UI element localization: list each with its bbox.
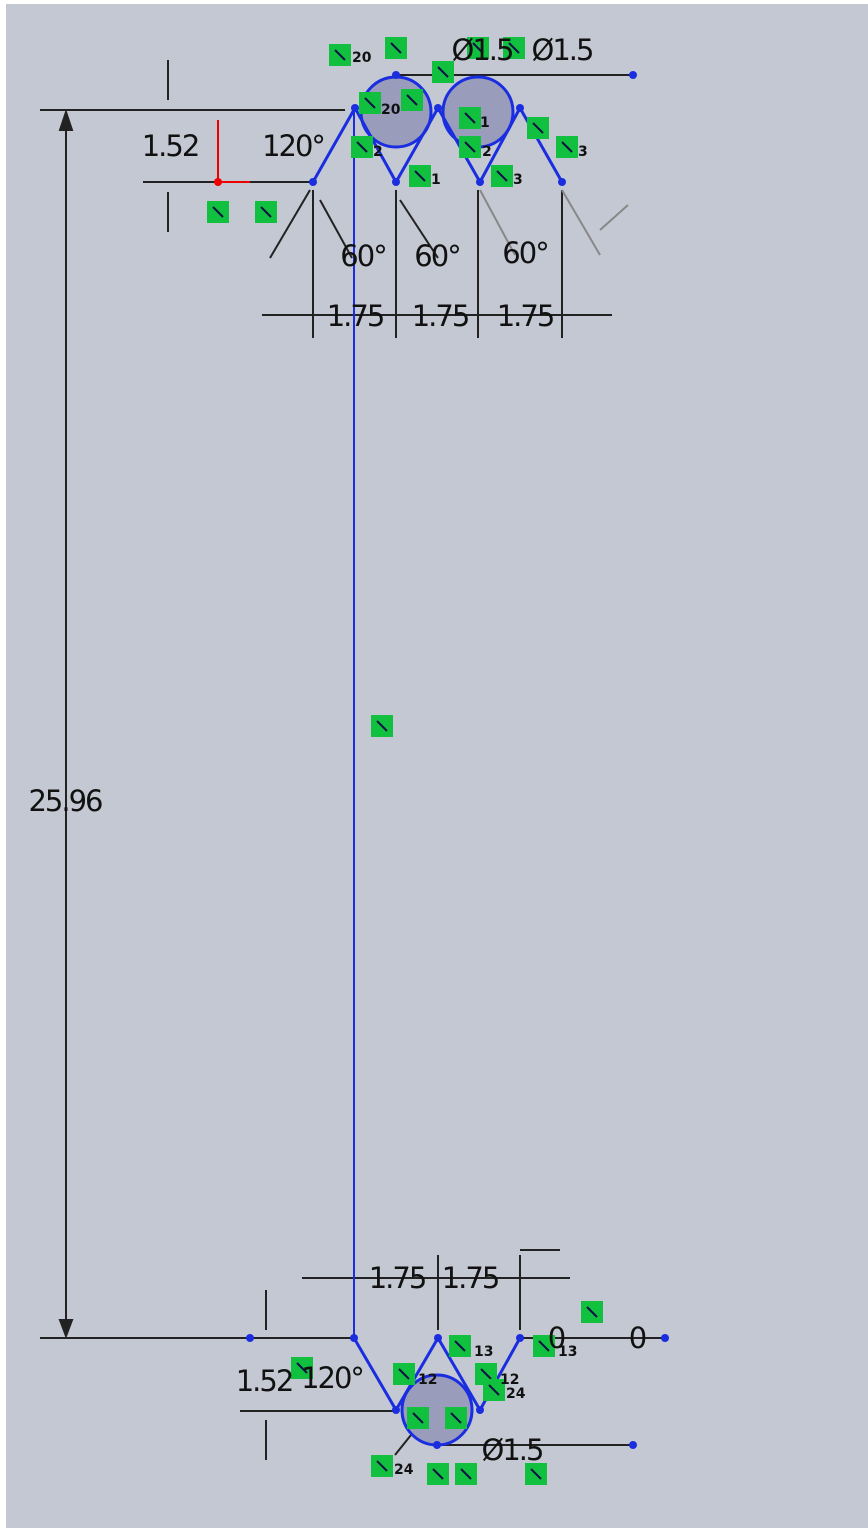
- relation-label: 24: [506, 1386, 526, 1402]
- relation-glyph: [532, 122, 544, 134]
- relation-glyph: [437, 66, 449, 78]
- relation-glyph: [480, 1368, 492, 1380]
- relation-label: 20: [381, 102, 401, 118]
- dimension-label: 60°: [340, 239, 385, 273]
- dimension-label: 1.75: [327, 299, 384, 333]
- relation-glyph: [488, 1384, 500, 1396]
- dimension-label: 60°: [414, 239, 459, 273]
- relation-glyph: [432, 1468, 444, 1480]
- sketch-point: [661, 1334, 669, 1342]
- relation-glyph: [464, 141, 476, 153]
- relation-glyph: [561, 141, 573, 153]
- sketch-point: [434, 1334, 442, 1342]
- top-strip: [0, 0, 868, 4]
- relation-glyph: [296, 1362, 308, 1374]
- sketch-point: [629, 1441, 637, 1449]
- relation-glyph: [450, 1412, 462, 1424]
- sketch-point: [516, 104, 524, 112]
- relation-glyph: [472, 42, 484, 54]
- dimension-label: 0: [629, 1321, 646, 1355]
- relation-label: 12: [500, 1372, 519, 1388]
- relation-glyph: [538, 1340, 550, 1352]
- relation-label: 3: [578, 144, 588, 160]
- dimension-label: Ø1.5: [452, 33, 513, 67]
- dimension-lines: [40, 60, 665, 1460]
- dimension-label: 120°: [262, 129, 324, 163]
- dimension-label: 0: [548, 1321, 565, 1355]
- relation-glyph: [376, 1460, 388, 1472]
- relation-glyph: [212, 206, 224, 218]
- sketch-point: [434, 104, 442, 112]
- relation-label: 2: [482, 144, 492, 160]
- sketch-point: [558, 178, 566, 186]
- relation-glyph: [508, 42, 520, 54]
- sketch-point: [392, 178, 400, 186]
- dimension-label: 1.75: [412, 299, 469, 333]
- relation-glyph: [406, 94, 418, 106]
- relation-label: 1: [431, 172, 441, 188]
- dimension-label: 1.52: [236, 1364, 293, 1398]
- relation-glyph: [464, 112, 476, 124]
- relation-glyph: [398, 1368, 410, 1380]
- relation-glyph: [496, 170, 508, 182]
- sketch-point: [392, 71, 400, 79]
- dimension-label: 1.75: [497, 299, 554, 333]
- relation-glyph: [376, 720, 388, 732]
- sketch-point: [476, 178, 484, 186]
- inactive-lines: [479, 189, 629, 256]
- relation-label: 13: [474, 1344, 493, 1360]
- relation-glyph: [414, 170, 426, 182]
- dimension-label: Ø1.5: [482, 1433, 543, 1467]
- dimension-label: 120°: [301, 1361, 363, 1395]
- relation-glyph: [454, 1340, 466, 1352]
- relation-glyph: [412, 1412, 424, 1424]
- dimension-label: 25.96: [28, 784, 102, 818]
- sketch-point: [350, 1334, 358, 1342]
- relation-glyph: [334, 49, 346, 61]
- relation-glyph: [364, 97, 376, 109]
- sketch-point: [516, 1334, 524, 1342]
- left-strip: [0, 0, 6, 1528]
- dimension-label: 1.75: [442, 1261, 499, 1295]
- relation-glyph: [586, 1306, 598, 1318]
- dimension-label: 60°: [502, 236, 547, 270]
- relation-label: 3: [513, 172, 523, 188]
- sketch-point: [351, 104, 359, 112]
- relation-label: 20: [352, 50, 372, 66]
- relation-label: 2: [373, 144, 383, 160]
- relation-glyph: [356, 141, 368, 153]
- relation-glyph: [530, 1468, 542, 1480]
- relation-label: 1: [480, 115, 490, 131]
- sketch-point: [433, 1441, 441, 1449]
- relation-label: 12: [418, 1372, 437, 1388]
- sketch-point: [246, 1334, 254, 1342]
- sketch-point: [629, 71, 637, 79]
- relation-label: 24: [394, 1462, 414, 1478]
- relation-glyph: [260, 206, 272, 218]
- origin: [214, 120, 250, 186]
- sketch-point: [392, 1406, 400, 1414]
- sketch-point: [476, 1406, 484, 1414]
- dimension-label: 1.75: [369, 1261, 426, 1295]
- relation-glyph: [390, 42, 402, 54]
- sketch-point: [309, 178, 317, 186]
- dimension-label: Ø1.5: [532, 33, 593, 67]
- dimension-label: 1.52: [142, 129, 199, 163]
- relation-glyph: [460, 1468, 472, 1480]
- relation-label: 13: [558, 1344, 577, 1360]
